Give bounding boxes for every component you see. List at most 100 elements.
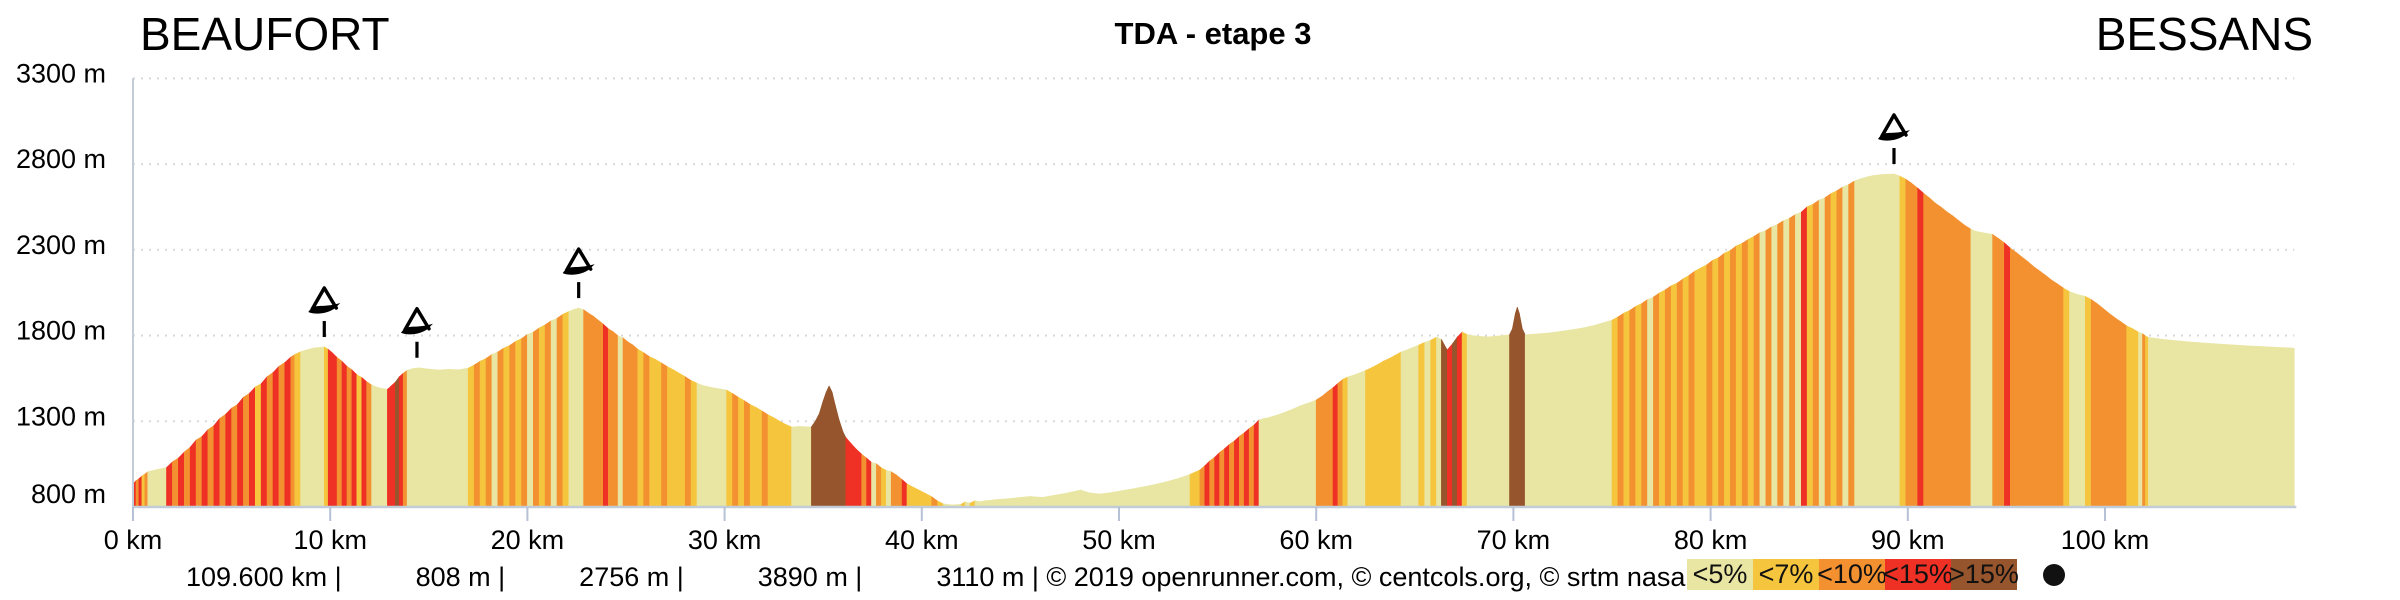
profile-segment <box>491 351 499 508</box>
profile-segment <box>1818 197 1826 508</box>
profile-segment <box>284 356 292 508</box>
profile-segment <box>1952 215 1960 508</box>
profile-segment <box>1522 328 1526 508</box>
profile-segment <box>356 374 363 508</box>
profile-segment <box>718 388 727 508</box>
profile-segment <box>331 351 338 508</box>
legend-item-15: >15% <box>1949 559 2019 590</box>
profile-segment <box>1866 175 1873 508</box>
elevation-area <box>132 173 2295 508</box>
profile-segment <box>2120 321 2127 508</box>
mountain-cyclist-icon <box>1877 113 1910 141</box>
profile-segment <box>272 365 280 508</box>
profile-segment <box>1806 203 1814 508</box>
profile-segment <box>2096 302 2104 508</box>
profile-segment <box>1150 481 1165 508</box>
profile-segment <box>1110 490 1124 508</box>
profile-segment <box>1359 370 1366 508</box>
profile-segment <box>2102 307 2110 508</box>
profile-segment <box>418 367 430 508</box>
profile-segment <box>805 426 812 508</box>
profile-segment <box>1447 343 1453 508</box>
profile-segment <box>1688 270 1696 508</box>
profile-segment <box>661 362 668 508</box>
profile-segment <box>726 389 733 508</box>
stat-max-altitude: 2756 m | <box>579 562 684 592</box>
profile-segment <box>655 358 662 508</box>
profile-segment <box>2010 247 2017 508</box>
profile-segment <box>1929 197 1936 508</box>
profile-segment <box>2021 256 2029 508</box>
col-marker-2 <box>400 307 433 358</box>
profile-segment <box>1479 336 1489 508</box>
profile-segment <box>667 366 674 508</box>
profile-segment <box>866 457 872 508</box>
profile-segment <box>1342 376 1349 508</box>
profile-segment <box>1512 313 1516 508</box>
profile-segment <box>799 426 806 508</box>
profile-segment <box>290 354 296 508</box>
profile-segment <box>1430 336 1437 508</box>
profile-segment <box>294 351 301 508</box>
profile-segment <box>532 327 540 508</box>
profile-segment <box>306 347 315 508</box>
stats-bar: 109.600 km | 808 m | 2756 m | 3890 m | 3… <box>186 562 1685 592</box>
profile-segment <box>189 439 197 508</box>
profile-segment <box>890 471 897 508</box>
profile-segment <box>632 344 639 508</box>
profile-segment <box>147 469 157 508</box>
profile-segment <box>458 367 469 508</box>
y-tick-label-1300: 1300 m <box>16 401 106 431</box>
profile-segment <box>371 384 377 508</box>
mountain-outline <box>403 307 431 332</box>
profile-segment <box>260 375 268 508</box>
profile-segment <box>156 467 167 508</box>
profile-segment <box>1164 478 1179 508</box>
profile-segment <box>1998 237 2005 508</box>
profile-segment <box>861 453 867 508</box>
profile-segment <box>895 474 903 508</box>
profile-segment <box>2230 344 2248 508</box>
profile-segment <box>1229 440 1235 508</box>
x-tick-label-30: 30 km <box>688 525 762 555</box>
profile-segment <box>831 392 836 508</box>
profile-segment <box>1801 206 1808 508</box>
profile-segment <box>467 364 475 508</box>
profile-segment <box>381 387 388 508</box>
legend-item-7: <7% <box>1753 559 1819 590</box>
profile-segment <box>2152 337 2161 508</box>
y-tick-label-3300: 3300 m <box>16 58 106 88</box>
profile-segment <box>1724 250 1731 508</box>
legend-item-5: <5% <box>1687 559 1753 590</box>
profile-segment <box>479 358 487 508</box>
profile-segment <box>607 328 614 508</box>
profile-segment <box>1353 372 1360 508</box>
profile-segment <box>1268 414 1278 508</box>
profile-segment <box>1436 336 1442 508</box>
profile-segment <box>2085 295 2092 508</box>
profile-segment <box>1089 492 1100 508</box>
profile-segment <box>1441 339 1445 508</box>
profile-segment <box>1388 354 1396 508</box>
profile-segment <box>1061 491 1072 508</box>
profile-segment <box>1461 331 1468 508</box>
profile-segment <box>376 386 382 508</box>
profile-segment <box>871 462 877 508</box>
profile-segment <box>361 376 368 508</box>
profile-segment <box>838 419 844 508</box>
profile-segment <box>881 467 887 508</box>
profile-segment <box>341 360 348 508</box>
profile-segment <box>2171 339 2185 508</box>
profile-segment <box>266 372 274 508</box>
profile-segment <box>1542 332 1554 508</box>
profile-segment <box>1071 489 1081 508</box>
profile-segment <box>1400 349 1408 508</box>
profile-segment <box>351 369 358 508</box>
profile-segment <box>2183 341 2200 508</box>
profile-segment <box>2215 343 2232 508</box>
profile-segment <box>573 307 580 508</box>
profile-segment <box>1347 374 1354 508</box>
profile-segment <box>2090 298 2098 508</box>
profile-segment <box>901 478 908 508</box>
profile-segment <box>1759 230 1767 508</box>
